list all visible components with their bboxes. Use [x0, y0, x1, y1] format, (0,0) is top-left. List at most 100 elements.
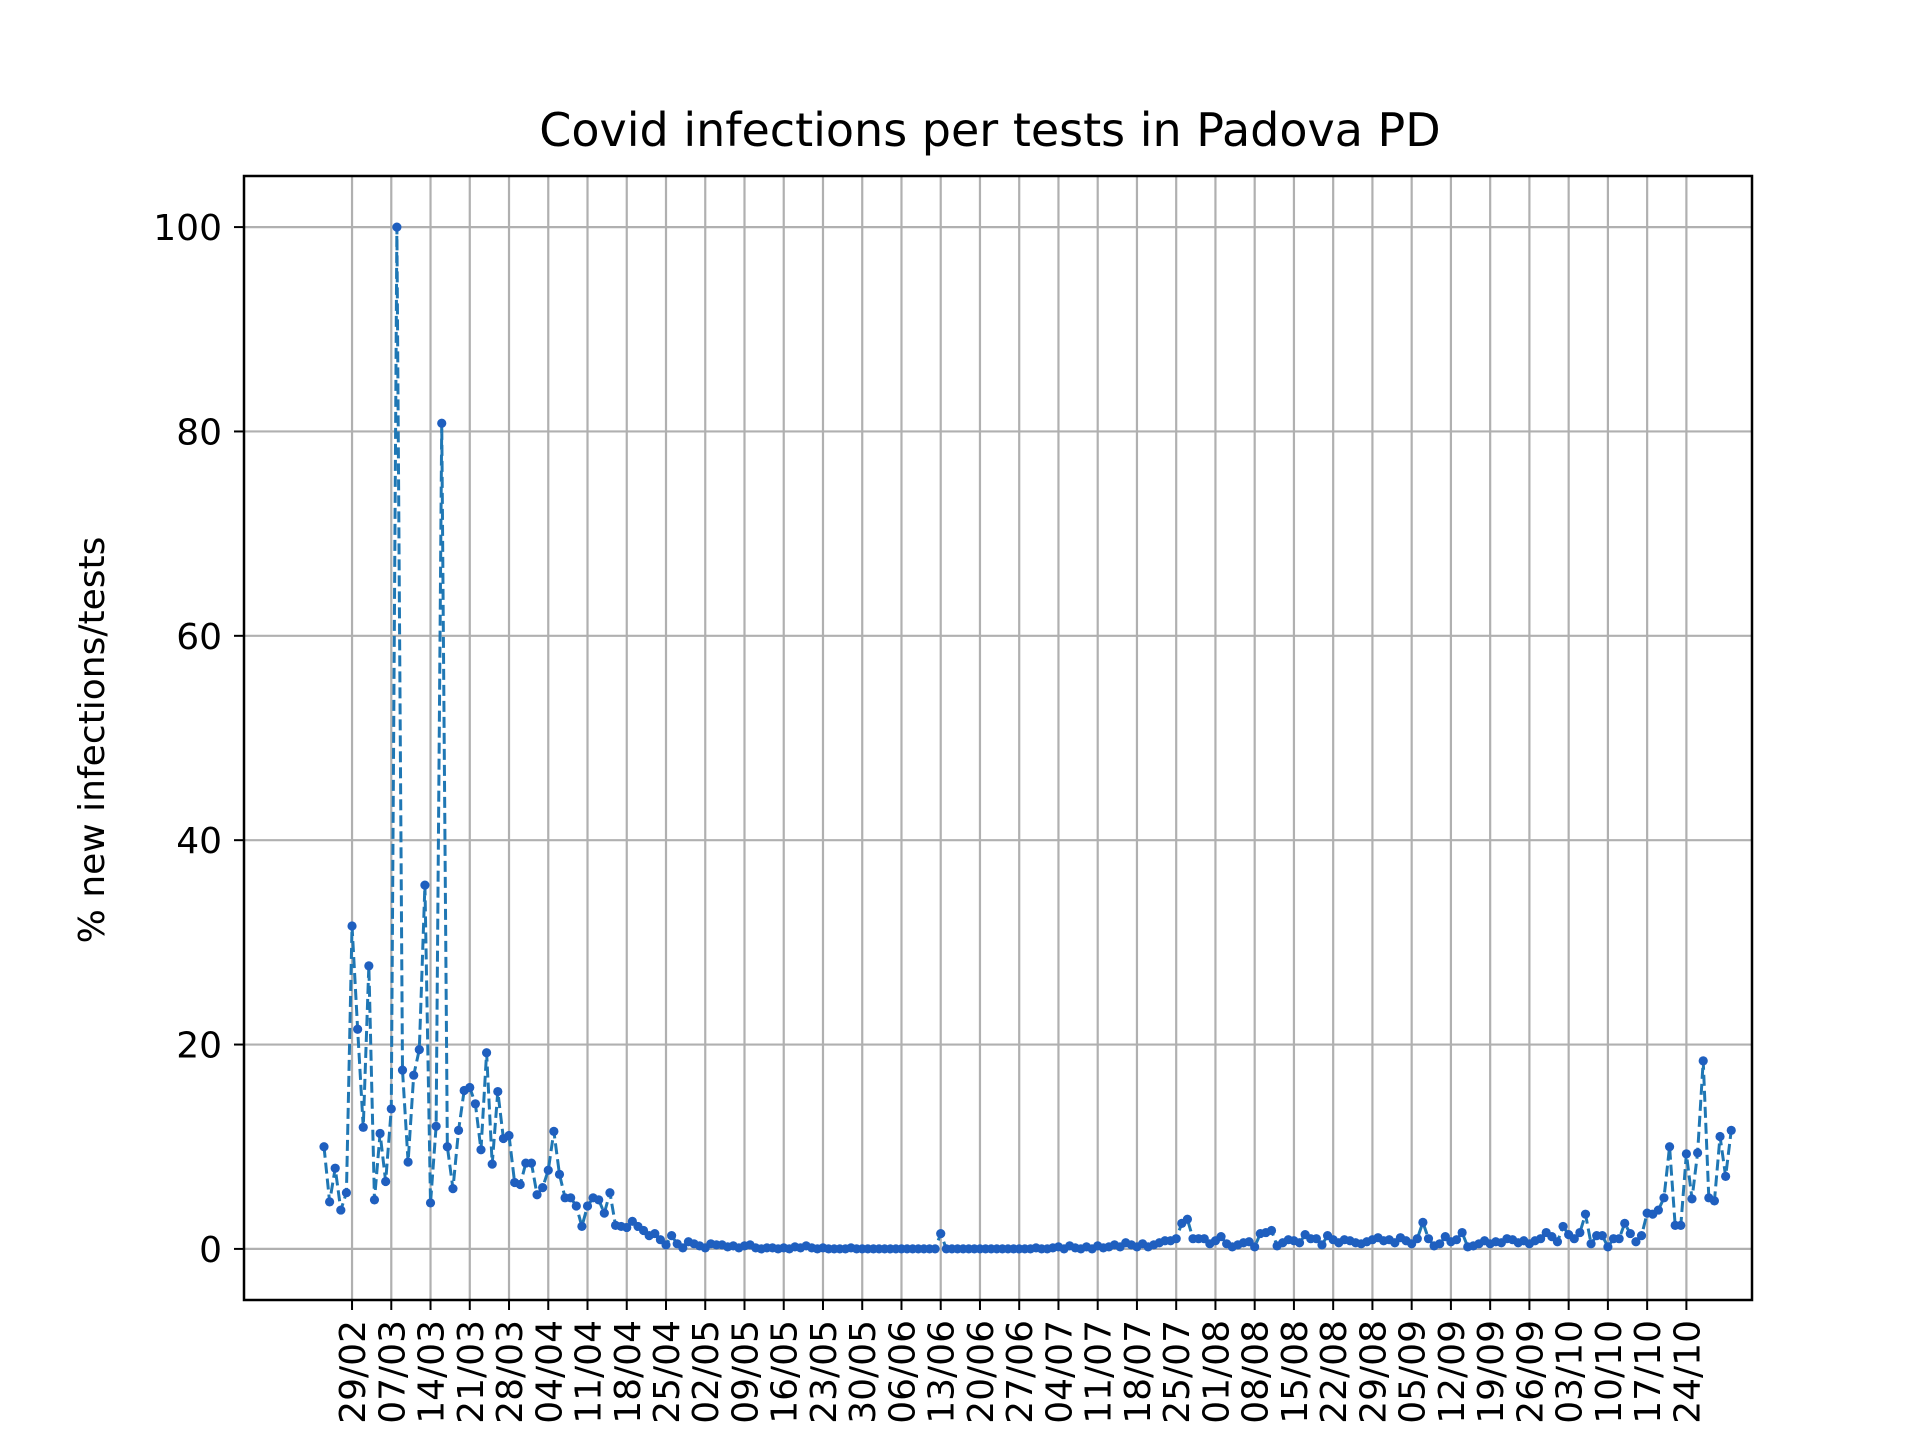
data-point: [526, 1158, 537, 1168]
x-tick-label: 11/07: [1079, 1320, 1120, 1424]
data-point: [1715, 1131, 1725, 1142]
x-tick-label: 21/03: [451, 1320, 492, 1424]
data-point: [1552, 1237, 1563, 1247]
data-point: [661, 1240, 671, 1250]
y-tick-label: 80: [176, 412, 222, 453]
data-point: [554, 1169, 565, 1179]
x-tick-label: 29/02: [333, 1320, 374, 1424]
data-point: [1653, 1205, 1663, 1215]
x-tick-label: 06/06: [882, 1320, 923, 1424]
x-axis-ticks: 29/0207/0314/0321/0328/0304/0411/0418/04…: [333, 1300, 1708, 1424]
data-point: [375, 1128, 385, 1139]
data-point: [538, 1183, 548, 1193]
y-axis-label: % new infections/tests: [72, 537, 113, 944]
data-point: [1580, 1209, 1591, 1219]
data-point: [1726, 1125, 1736, 1135]
x-tick-label: 04/07: [1039, 1320, 1080, 1424]
data-point: [487, 1159, 497, 1169]
data-point: [1317, 1240, 1327, 1250]
data-point: [1603, 1242, 1613, 1252]
data-point: [532, 1190, 542, 1200]
data-point: [1681, 1149, 1691, 1159]
data-point: [330, 1163, 340, 1173]
data-point: [566, 1193, 576, 1203]
x-tick-label: 15/08: [1275, 1320, 1316, 1424]
data-point: [504, 1130, 514, 1141]
data-point: [599, 1208, 609, 1218]
data-point: [476, 1145, 486, 1155]
data-point: [442, 1142, 452, 1152]
x-tick-label: 28/03: [490, 1320, 531, 1424]
data-point: [1636, 1231, 1647, 1241]
data-point: [1294, 1238, 1305, 1248]
x-tick-label: 10/10: [1589, 1320, 1630, 1424]
data-point: [336, 1205, 346, 1215]
data-point: [392, 222, 402, 232]
data-point: [341, 1188, 352, 1198]
x-tick-label: 29/08: [1353, 1320, 1394, 1424]
x-tick-label: 11/04: [569, 1320, 610, 1424]
x-tick-label: 20/06: [961, 1320, 1002, 1424]
data-point: [425, 1198, 436, 1208]
data-point: [431, 1121, 441, 1131]
data-point: [1620, 1218, 1630, 1228]
x-tick-label: 26/09: [1510, 1320, 1551, 1424]
data-point: [437, 418, 447, 428]
x-tick-label: 25/07: [1157, 1320, 1198, 1424]
x-tick-label: 02/05: [686, 1320, 727, 1424]
data-point: [1698, 1056, 1708, 1066]
x-tick-label: 05/09: [1393, 1320, 1434, 1424]
data-point: [369, 1195, 380, 1205]
data-point: [1423, 1234, 1434, 1244]
data-point: [1664, 1142, 1675, 1152]
data-point: [453, 1125, 464, 1135]
data-point: [409, 1070, 419, 1080]
x-tick-label: 19/09: [1471, 1320, 1512, 1424]
x-tick-label: 13/06: [922, 1320, 963, 1424]
x-tick-label: 08/08: [1236, 1320, 1277, 1424]
data-point: [381, 1176, 391, 1187]
y-tick-label: 0: [199, 1230, 222, 1271]
data-point: [358, 1122, 368, 1132]
y-tick-label: 40: [176, 821, 222, 862]
data-point: [930, 1244, 940, 1254]
chart-title: Covid infections per tests in Padova PD: [539, 103, 1440, 157]
data-point: [1418, 1217, 1428, 1227]
data-point: [1625, 1228, 1635, 1239]
data-point: [582, 1201, 593, 1211]
data-point: [1558, 1221, 1568, 1232]
y-tick-label: 100: [153, 208, 222, 249]
data-point: [678, 1243, 688, 1253]
data-point: [577, 1221, 587, 1232]
data-point: [403, 1157, 413, 1167]
data-point: [347, 921, 357, 931]
data-series: [319, 222, 1736, 1254]
data-point: [493, 1086, 503, 1097]
plot-area-frame: [242, 174, 1754, 1302]
x-tick-label: 30/05: [843, 1320, 884, 1424]
data-point: [1182, 1214, 1193, 1224]
data-point: [667, 1231, 677, 1241]
x-tick-label: 27/06: [1000, 1320, 1041, 1424]
data-point: [420, 880, 430, 890]
data-point: [594, 1195, 604, 1205]
data-point: [543, 1165, 553, 1175]
data-point: [1614, 1234, 1624, 1244]
data-point: [1451, 1235, 1462, 1245]
data-point: [1435, 1239, 1445, 1249]
x-tick-label: 18/07: [1118, 1320, 1159, 1424]
data-point: [1171, 1234, 1181, 1244]
data-point: [1721, 1171, 1731, 1181]
x-tick-label: 03/10: [1550, 1320, 1591, 1424]
data-point: [1586, 1239, 1596, 1249]
data-point: [470, 1099, 480, 1109]
data-point: [414, 1045, 424, 1055]
x-tick-label: 01/08: [1196, 1320, 1237, 1424]
data-point: [936, 1228, 946, 1239]
x-tick-label: 07/03: [372, 1320, 413, 1424]
data-point: [605, 1188, 615, 1198]
data-point: [1659, 1193, 1669, 1203]
data-point: [515, 1179, 525, 1190]
